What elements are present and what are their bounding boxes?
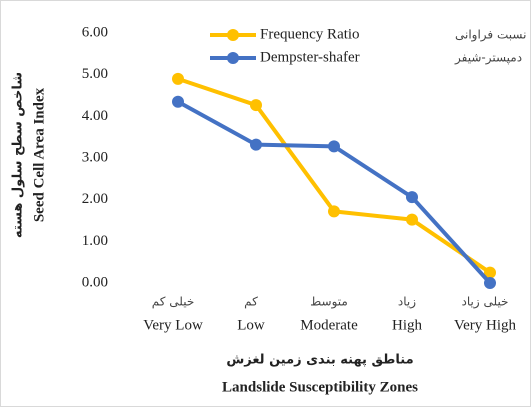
legend-label-fa: دمپستر-شیفر [454,51,522,66]
legend-marker [227,52,239,64]
x-axis-title-fa: مناطق پهنه بندی زمین لغزش [226,353,413,368]
marker [484,277,496,289]
x-tick-label: Very Low [143,317,203,333]
legend-label: Dempster-shafer [260,49,360,65]
x-tick-label: Low [237,317,265,333]
x-tick-label: Very High [454,317,517,333]
y-tick-label: 5.00 [82,66,108,82]
y-axis-title-fa: شاخص سطح سلول هسته [11,72,26,238]
x-tick-label-fa: متوسط [310,295,348,310]
marker [406,213,418,226]
marker [328,205,340,218]
marker [250,138,262,151]
y-tick-label: 1.00 [82,233,108,249]
marker [484,266,496,279]
x-tick-label: Moderate [300,317,358,333]
y-tick-label: 2.00 [82,191,108,207]
y-tick-label: 0.00 [82,274,108,290]
legend-marker [227,29,239,41]
x-tick-label-fa: خیلی زیاد [462,295,509,310]
x-axis-title: Landslide Susceptibility Zones [222,379,418,395]
y-axis-title: Seed Cell Area Index [31,87,47,222]
x-tick-label-fa: زیاد [398,295,416,310]
marker [250,99,262,112]
y-tick-label: 3.00 [82,149,108,165]
legend-label-fa: نسبت فراوانی [455,28,526,43]
y-tick-label: 4.00 [82,108,108,124]
x-tick-label-fa: خیلی کم [152,295,195,309]
marker [172,72,184,85]
x-tick-label: High [392,317,423,333]
legend-label: Frequency Ratio [260,26,360,42]
marker [172,95,184,108]
marker [328,140,340,153]
y-tick-label: 6.00 [82,24,108,40]
marker [406,191,418,204]
x-tick-label-fa: کم [244,295,258,309]
